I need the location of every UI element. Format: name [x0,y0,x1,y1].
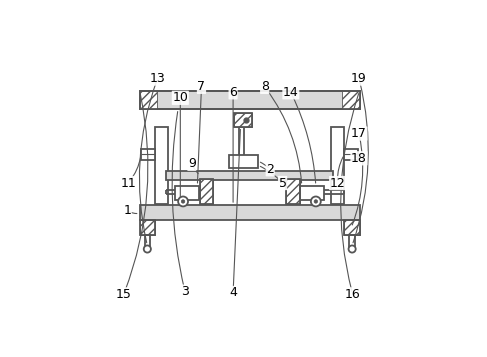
Bar [349,235,355,247]
Text: 14: 14 [283,86,299,99]
Bar [286,179,300,203]
Text: 8: 8 [261,80,269,93]
Bar [344,220,359,235]
Bar [286,179,300,203]
Text: 7: 7 [198,80,206,93]
Text: 9: 9 [188,157,196,170]
Bar [229,155,258,168]
Bar [140,91,359,109]
Bar [234,114,252,127]
Bar [145,235,150,247]
Text: 3: 3 [181,285,189,298]
Bar [342,91,359,109]
Text: 16: 16 [345,288,360,301]
Bar [344,220,359,235]
Bar [300,186,324,200]
Bar [331,127,344,203]
Text: 12: 12 [330,176,345,190]
Bar [141,149,155,160]
Circle shape [181,200,185,203]
Circle shape [178,196,188,206]
Text: 15: 15 [116,288,131,301]
Text: 11: 11 [120,176,136,190]
Bar [200,179,213,203]
Text: 5: 5 [279,176,286,190]
Text: 4: 4 [229,286,237,300]
Bar [140,91,359,109]
Bar [175,186,199,200]
Circle shape [144,245,151,253]
Circle shape [314,200,318,203]
Text: 18: 18 [351,152,367,165]
Bar [140,220,155,235]
Text: 19: 19 [351,72,367,85]
Text: 1: 1 [123,204,131,217]
Text: 6: 6 [229,86,237,99]
Bar [155,127,168,203]
Text: 13: 13 [150,72,166,85]
Text: 2: 2 [266,163,274,176]
Bar [140,205,359,220]
Text: 10: 10 [172,91,188,104]
Circle shape [311,196,321,206]
Bar [200,179,213,203]
Bar [140,220,155,235]
Bar [166,171,334,180]
Circle shape [349,245,356,253]
Bar [344,149,358,160]
Bar [140,91,157,109]
Bar [234,114,252,127]
Text: 17: 17 [351,127,367,140]
